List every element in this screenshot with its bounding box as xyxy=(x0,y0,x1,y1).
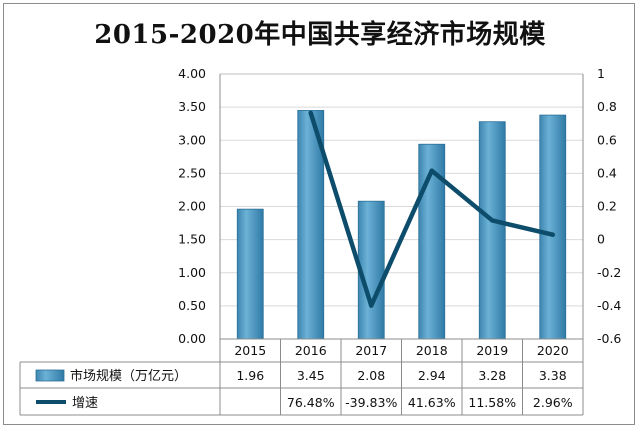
right-tick-label: 0 xyxy=(597,232,605,247)
chart-title: 2015-2020年中国共享经济市场规模 xyxy=(94,20,546,50)
left-tick-label: 1.50 xyxy=(178,232,206,247)
category-label: 2019 xyxy=(476,343,508,358)
bar-data-label: 3.38 xyxy=(539,368,567,383)
bar xyxy=(478,121,506,340)
data-table: 2015 2016 2017 2018 2019 2020 市场规模（万亿元） 增速 1.96 3… xyxy=(19,339,584,416)
bar-data-label: 1.96 xyxy=(236,368,264,383)
growth-data-label: 76.48% xyxy=(287,395,335,410)
bar-data-label: 2.08 xyxy=(357,368,385,383)
left-tick-label: 2.50 xyxy=(178,165,206,180)
left-tick-label: 4.00 xyxy=(178,66,206,81)
bar xyxy=(236,208,264,340)
growth-data-label: 41.63% xyxy=(408,395,456,410)
bar-data-label: 2.94 xyxy=(418,368,446,383)
right-tick-label: 0.8 xyxy=(597,99,617,114)
left-tick-label: 3.00 xyxy=(178,132,206,147)
left-tick-label: 0.50 xyxy=(178,298,206,313)
left-tick-label: 2.00 xyxy=(178,199,206,214)
growth-data-label: -39.83% xyxy=(345,395,397,410)
right-tick-label: 0.6 xyxy=(597,132,617,147)
line-series xyxy=(308,110,555,308)
category-label: 2020 xyxy=(537,343,569,358)
left-tick-label: 3.50 xyxy=(178,99,206,114)
left-tick-label: 1.00 xyxy=(178,265,206,280)
left-tick-label: 0.00 xyxy=(178,331,206,346)
bar-data-label: 3.45 xyxy=(297,368,325,383)
right-tick-label: 1 xyxy=(597,66,605,81)
growth-data-label: 2.96% xyxy=(533,395,573,410)
category-label: 2018 xyxy=(416,343,448,358)
category-label: 2016 xyxy=(295,343,327,358)
axes: 4.00 3.50 3.00 2.50 2.00 1.50 1.00 0.50 0.00 1 0.8… xyxy=(178,66,621,346)
growth-point xyxy=(369,303,374,308)
bar xyxy=(539,114,567,340)
growth-data-label: 11.58% xyxy=(468,395,516,410)
category-label: 2015 xyxy=(234,343,266,358)
growth-point xyxy=(429,168,434,173)
right-tick-label: 0.2 xyxy=(597,199,617,214)
bar-legend-label: 市场规模（万亿元） xyxy=(70,368,187,384)
bar-data-label: 3.28 xyxy=(478,368,506,383)
line-legend-label: 增速 xyxy=(72,396,98,411)
right-tick-label: -0.6 xyxy=(597,331,621,346)
right-tick-label: -0.4 xyxy=(597,298,621,313)
growth-point xyxy=(550,232,555,237)
right-tick-label: -0.2 xyxy=(597,265,621,280)
category-label: 2017 xyxy=(355,343,387,358)
right-tick-label: 0.4 xyxy=(597,165,617,180)
growth-point xyxy=(490,218,495,223)
gridlines xyxy=(220,106,583,307)
growth-point xyxy=(308,110,313,116)
bar-legend-swatch xyxy=(35,369,65,382)
